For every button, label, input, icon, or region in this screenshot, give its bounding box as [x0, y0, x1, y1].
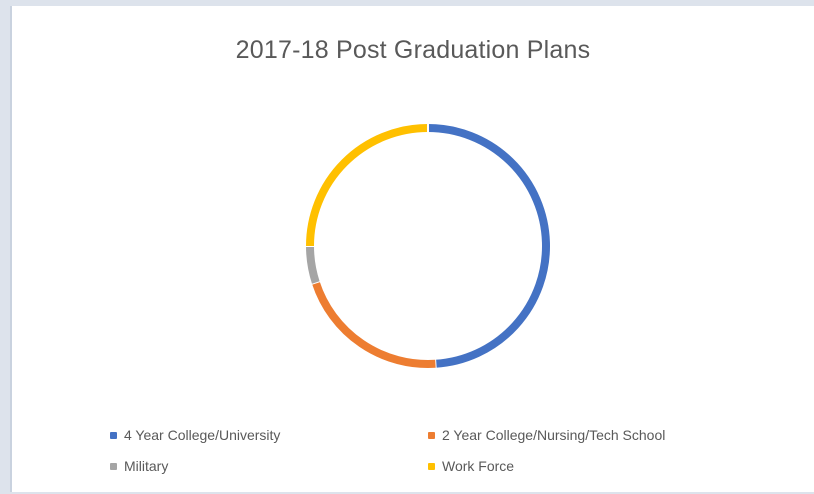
slice-4-year-college: [427, 124, 550, 368]
legend-swatch-military: [110, 462, 117, 470]
chart-title: 2017-18 Post Graduation Plans: [235, 36, 591, 64]
legend-item-2-year-college: 2 Year College/Nursing/Tech School: [428, 427, 665, 443]
legend-label-2-year-college: 2 Year College/Nursing/Tech School: [442, 427, 666, 443]
legend-label-military: Military: [124, 458, 169, 474]
slice-2-year-college: [311, 281, 436, 368]
legend-swatch-4-year-college: [110, 431, 117, 439]
legend-label-work-force: Work Force: [442, 458, 515, 474]
slice-military: [306, 245, 320, 284]
legend-item-work-force: Work Force: [428, 458, 514, 474]
donut-chart: [302, 120, 550, 372]
legend-label-4-year-college: 4 Year College/University: [124, 427, 281, 443]
legend-swatch-work-force: [428, 462, 435, 470]
legend-item-4-year-college: 4 Year College/University: [110, 427, 280, 443]
chart-frame: 2017-18 Post Graduation Plans 4 Year Col…: [10, 6, 814, 492]
legend-item-military: Military: [110, 458, 168, 474]
slice-work-force: [306, 124, 429, 247]
legend-swatch-2-year-college: [428, 431, 435, 439]
